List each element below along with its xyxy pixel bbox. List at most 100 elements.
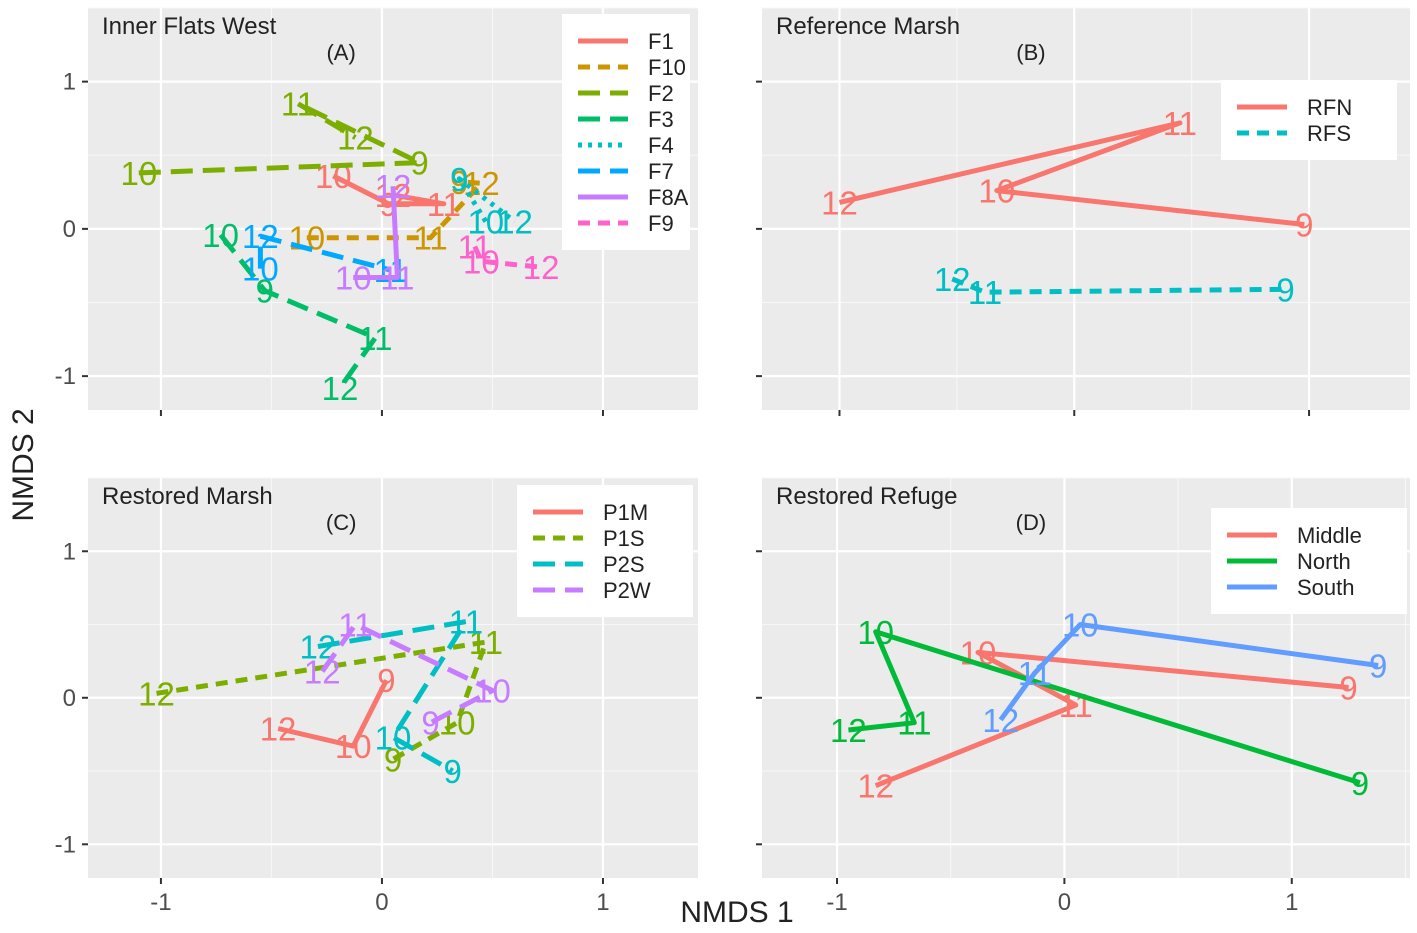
- point-label: 12: [523, 249, 560, 286]
- panel-title: Reference Marsh: [776, 13, 960, 40]
- point-label: 10: [463, 243, 500, 280]
- legend-label: F2: [648, 81, 674, 106]
- point-label: 11: [458, 229, 492, 266]
- point-label: 10: [474, 672, 511, 709]
- x-tick-label: 0: [375, 889, 388, 916]
- x-axis-title: NMDS 1: [680, 896, 793, 929]
- point-label: 12: [260, 711, 297, 748]
- point-label: 12: [496, 204, 533, 241]
- series-line: [218, 233, 378, 390]
- legend-label: F4: [648, 133, 674, 158]
- legend-label: P1M: [603, 500, 648, 525]
- series-line: [317, 619, 469, 774]
- point-label: 12: [830, 712, 867, 749]
- point-label: 10: [857, 614, 894, 651]
- legend-box: [517, 485, 693, 617]
- y-tick-label: -1: [55, 831, 76, 858]
- point-label: 10: [120, 155, 157, 192]
- legend-label: F9: [648, 211, 674, 236]
- legend-label: F1: [648, 29, 674, 54]
- series-line: [838, 120, 1305, 227]
- point-label: 11: [358, 320, 392, 357]
- panel-title: Restored Refuge: [776, 483, 957, 510]
- y-tick-label: -1: [55, 363, 76, 390]
- point-label: 11: [427, 186, 461, 223]
- point-label: 9: [450, 164, 468, 201]
- point-label: 12: [375, 168, 412, 205]
- point-label: 12: [857, 768, 894, 805]
- point-label: 11: [338, 607, 372, 644]
- point-label: 10: [439, 705, 476, 742]
- point-label: 9: [450, 161, 468, 198]
- point-label: 12: [982, 702, 1019, 739]
- series-line: [998, 622, 1379, 722]
- series-f2: 10 9 11 12: [120, 86, 428, 192]
- series-line: [257, 233, 392, 273]
- legend-label: South: [1297, 575, 1355, 600]
- series-south: 12 11 10 9: [982, 607, 1387, 739]
- legend-label: North: [1297, 549, 1351, 574]
- y-tick-label: 0: [63, 216, 76, 243]
- legend-label: F8A: [648, 185, 689, 210]
- point-label: 10: [335, 728, 372, 765]
- point-label: 9: [421, 705, 439, 742]
- point-label: 12: [138, 675, 175, 712]
- point-label: 11: [897, 705, 931, 742]
- legend-label: RFS: [1307, 121, 1351, 146]
- series-line: [277, 679, 389, 749]
- x-tick-label: 1: [596, 889, 609, 916]
- legend-label: P2S: [603, 552, 645, 577]
- legend-box: [1221, 80, 1397, 160]
- series-line: [306, 179, 484, 241]
- legend-label: F7: [648, 159, 674, 184]
- point-label: 10: [335, 259, 372, 296]
- point-label: 11: [449, 604, 483, 641]
- series-line: [472, 245, 542, 270]
- y-tick-label: 1: [63, 69, 76, 96]
- point-label: 11: [380, 259, 414, 296]
- series-rfn: 12 11 10 9: [821, 105, 1313, 244]
- point-label: 10: [978, 173, 1015, 210]
- x-tick-label: 1: [1285, 889, 1298, 916]
- point-label: 9: [384, 741, 402, 778]
- point-label: 11: [281, 86, 315, 123]
- point-label: 9: [410, 145, 428, 182]
- panel-tag: (D): [1016, 510, 1047, 535]
- point-label: 11: [469, 624, 503, 661]
- x-tick-label: -1: [826, 889, 847, 916]
- legend-label: F10: [648, 55, 686, 80]
- point-label: 12: [304, 653, 341, 690]
- point-label: 12: [242, 218, 279, 255]
- point-label: 12: [821, 184, 858, 221]
- y-axis-title: NMDS 2: [7, 408, 40, 521]
- point-label: 9: [1369, 648, 1387, 685]
- point-label: 11: [374, 252, 408, 289]
- series-f4: 10 9 12: [450, 161, 533, 241]
- legend-label: F3: [648, 107, 674, 132]
- series-f8a: 10 11 12: [335, 168, 415, 296]
- point-label: 11: [1163, 105, 1197, 142]
- series-line: [320, 622, 495, 725]
- x-tick-label: 0: [1058, 889, 1071, 916]
- y-tick-label: 0: [63, 685, 76, 712]
- point-label: 11: [1018, 655, 1052, 692]
- point-label: 10: [288, 220, 325, 257]
- point-label: 9: [256, 273, 274, 310]
- point-label: 9: [1351, 765, 1369, 802]
- series-line: [456, 176, 517, 224]
- point-label: 10: [242, 251, 279, 288]
- series-p1m: 12 109: [260, 662, 396, 765]
